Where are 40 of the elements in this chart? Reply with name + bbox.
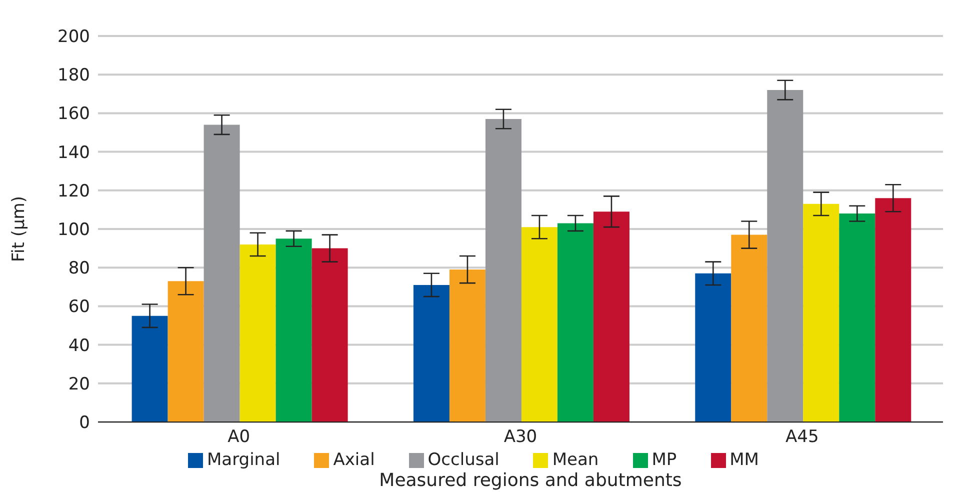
legend-label: MP	[652, 450, 677, 470]
y-tick-label: 160	[58, 104, 90, 124]
x-tick-label: A45	[786, 427, 819, 448]
bar	[204, 124, 240, 422]
bar	[132, 316, 168, 422]
bar	[485, 118, 522, 422]
bar	[168, 281, 204, 422]
y-axis-title: Fit (µm)	[9, 196, 30, 262]
bar	[731, 234, 768, 422]
legend-label: Marginal	[207, 450, 280, 470]
bar	[240, 244, 276, 422]
bar	[312, 248, 348, 422]
x-tick-label: A30	[504, 427, 538, 448]
y-tick-label: 140	[58, 142, 90, 163]
y-tick-label: 60	[68, 297, 90, 318]
bar	[839, 214, 876, 422]
legend-label: Axial	[333, 450, 375, 470]
y-tick-label: 80	[68, 258, 90, 279]
bar	[557, 223, 594, 422]
bar	[521, 227, 558, 422]
legend-label: MM	[730, 450, 759, 470]
bar	[767, 90, 804, 422]
bar	[413, 284, 450, 422]
y-tick-label: 0	[79, 413, 90, 434]
y-tick-label: 20	[68, 374, 90, 394]
y-tick-label: 40	[68, 336, 90, 356]
bar	[695, 273, 732, 422]
x-tick-label: A0	[228, 427, 250, 448]
x-axis-title: Measured regions and abutments	[378, 470, 683, 491]
y-tick-label: 120	[58, 181, 90, 202]
y-tick-label: 180	[58, 66, 90, 86]
y-tick-label: 200	[58, 27, 90, 48]
bar	[875, 198, 912, 422]
legend-label: Occlusal	[428, 450, 500, 470]
bar	[593, 212, 630, 422]
y-tick-label: 100	[58, 220, 90, 240]
bar	[449, 270, 486, 422]
legend-label: Mean	[552, 450, 599, 470]
bar	[803, 204, 840, 422]
bar	[276, 238, 312, 422]
